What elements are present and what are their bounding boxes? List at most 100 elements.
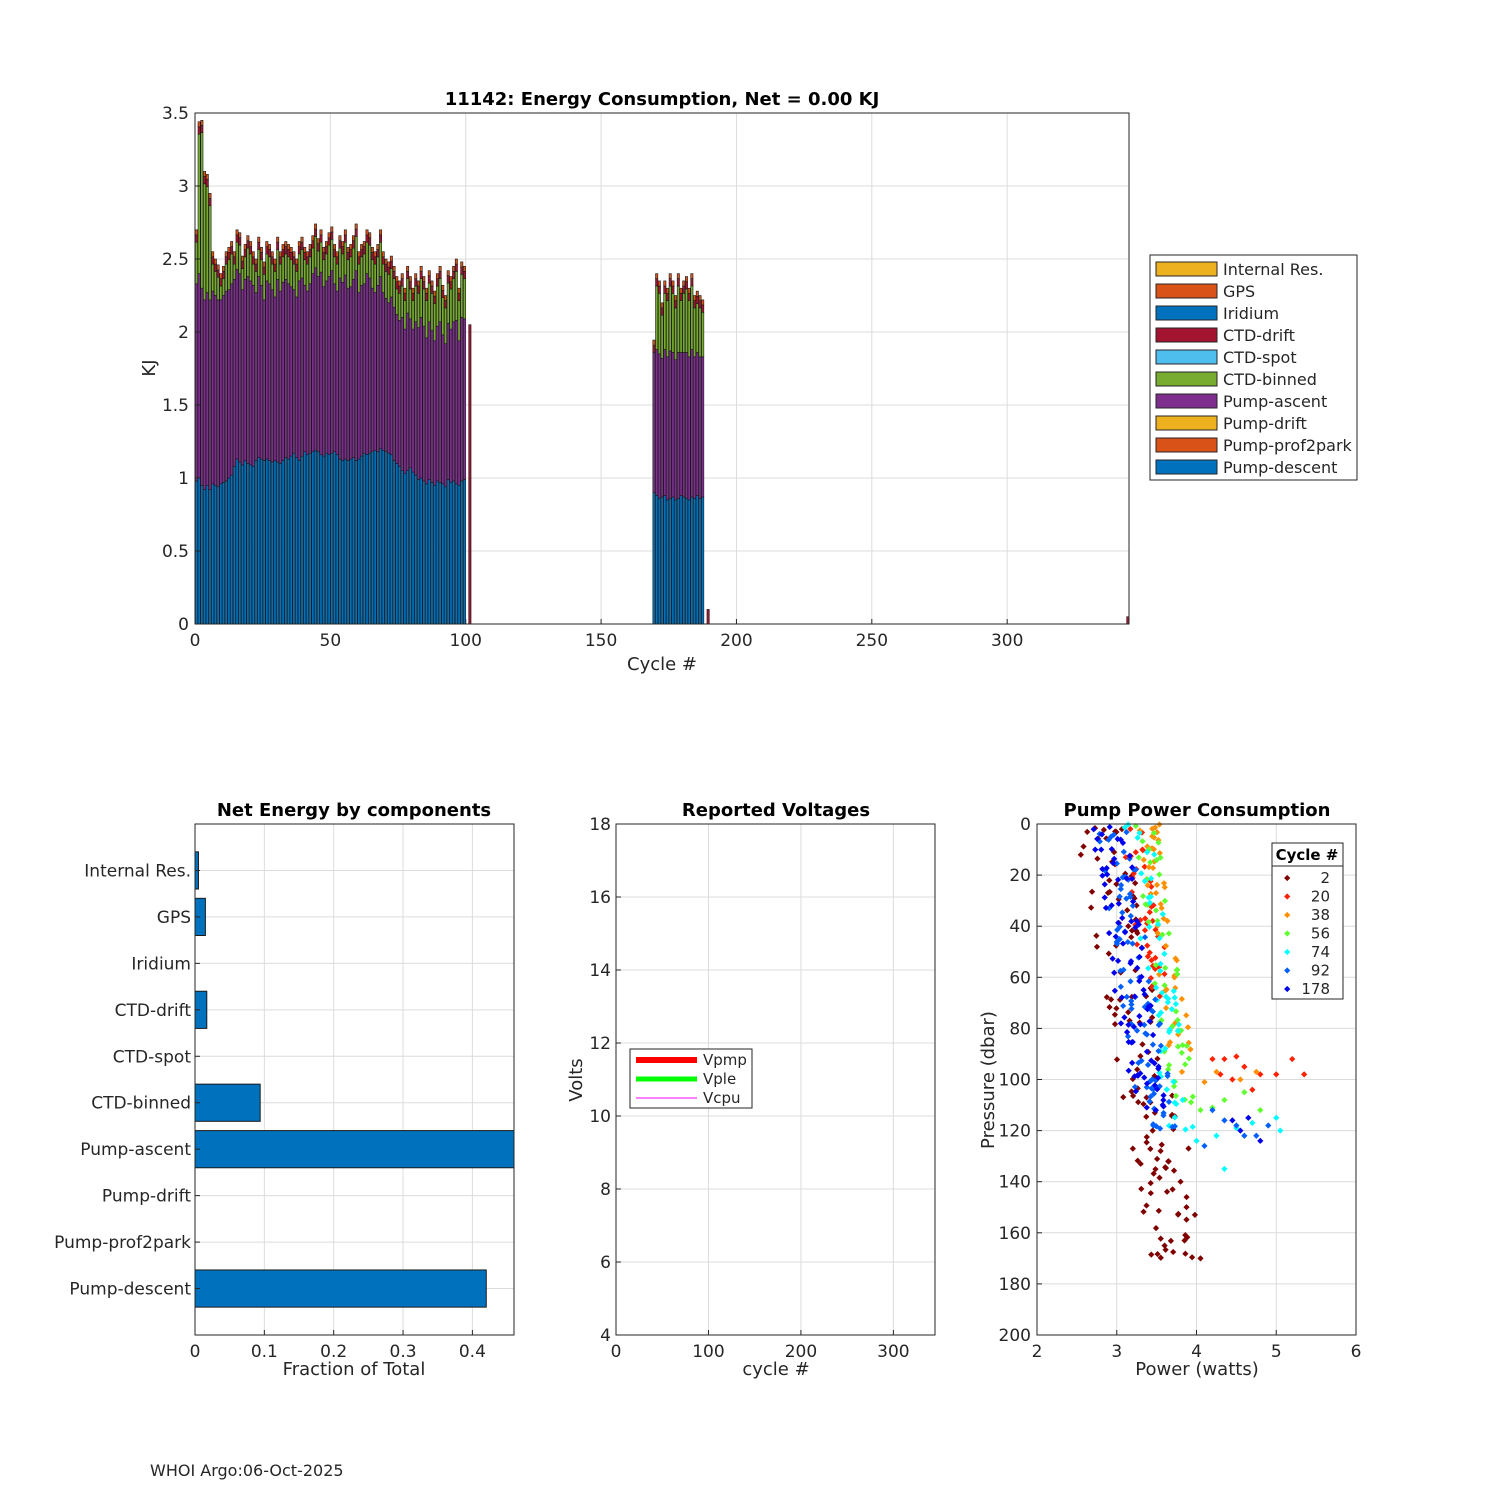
pump-data-point: [1159, 910, 1166, 918]
bar-pump-ascent: [685, 352, 688, 499]
bar-pump-ascent: [222, 295, 225, 483]
pump-data-point: [1135, 1059, 1142, 1066]
pump-data-point: [1217, 1071, 1224, 1078]
bar-pump-descent: [278, 463, 282, 625]
bar-gps: [668, 273, 672, 280]
pump-x-tick-label: 3: [1111, 1342, 1122, 1362]
bar-ctd-binned: [693, 307, 697, 358]
bar-ctd-drift: [433, 295, 437, 304]
bar-ctd-binned: [430, 293, 434, 331]
footer-credit: WHOI Argo:06-Oct-2025: [150, 1461, 344, 1480]
bar-gps: [232, 251, 236, 258]
bar-gps: [373, 251, 377, 258]
pump-data-point: [1157, 1042, 1165, 1049]
components-category-label: Pump-ascent: [80, 1140, 191, 1160]
pump-data-point: [1151, 851, 1158, 858]
bar-ctd-drift: [370, 252, 374, 261]
bar-gps: [197, 121, 201, 128]
pump-data-point: [1162, 942, 1170, 950]
pump-legend-label: 56: [1311, 925, 1330, 943]
components-category-label: Pump-prof2park: [54, 1233, 191, 1253]
pump-data-point: [1123, 1029, 1131, 1036]
bar-pump-descent: [373, 449, 377, 625]
pump-data-point: [1155, 921, 1162, 928]
pump-data-point: [1187, 1099, 1195, 1106]
bar-pump-descent: [392, 460, 396, 625]
pump-y-tick-label: 180: [999, 1275, 1031, 1295]
pump-data-point: [1157, 967, 1164, 975]
pump-data-point: [1117, 983, 1124, 990]
pump-x-tick-label: 4: [1191, 1342, 1202, 1362]
bar-ctd-binned: [463, 278, 466, 320]
bar-pump-descent: [254, 460, 258, 625]
pump-data-point: [1172, 1008, 1180, 1015]
bar-pump-ascent: [682, 352, 686, 498]
bar-pump-descent: [297, 460, 301, 625]
bar-ctd-drift: [360, 249, 364, 258]
bar-gps: [384, 258, 388, 265]
bar-pump-descent: [446, 479, 450, 625]
bar-pump-ascent: [203, 299, 207, 490]
bar-pump-ascent: [381, 292, 385, 451]
bar-ctd-drift: [416, 285, 420, 294]
bar-gps: [441, 284, 445, 291]
bar-pump-ascent: [224, 290, 228, 482]
bar-gps: [205, 174, 209, 180]
bar-pump-descent: [693, 498, 697, 625]
bar-gps: [292, 251, 296, 258]
pump-data-point: [1157, 1254, 1164, 1261]
bar-pump-ascent: [408, 318, 412, 469]
pump-data-point: [1172, 955, 1179, 962]
pump-data-point: [1169, 1123, 1176, 1131]
pump-data-point: [1090, 826, 1097, 833]
bar-gps: [251, 251, 255, 258]
pump-data-point: [1233, 1053, 1240, 1060]
pump-data-point: [1164, 1072, 1171, 1080]
bar-gps: [259, 247, 263, 253]
bar-pump-ascent: [216, 299, 220, 488]
bar-gps: [227, 247, 231, 253]
bar-ctd-binned: [222, 278, 225, 296]
pump-data-point: [1144, 882, 1151, 889]
bar-pump-ascent: [333, 283, 336, 453]
bar-gps: [243, 244, 247, 250]
bar-gps: [460, 261, 464, 268]
bar-pump-ascent: [322, 286, 326, 457]
bar-ctd-drift: [354, 228, 358, 237]
bar-pump-ascent: [316, 276, 320, 453]
bar-ctd-binned: [197, 133, 201, 274]
pump-data-point: [1152, 1225, 1160, 1232]
pump-data-point: [1132, 1088, 1139, 1095]
pump-data-point: [1289, 1055, 1296, 1063]
pump-data-point: [1126, 890, 1134, 898]
bar-pump-ascent: [335, 290, 339, 455]
pump-data-point: [1139, 1041, 1146, 1048]
bar-ctd-binned: [425, 300, 429, 339]
bar-ctd-drift: [389, 260, 393, 269]
bar-ctd-drift: [685, 281, 688, 290]
bar-ctd-drift: [660, 307, 664, 316]
bar-gps: [438, 265, 442, 272]
bar-ctd-binned: [414, 285, 418, 323]
pump-data-point: [1120, 1002, 1127, 1010]
bar-ctd-binned: [449, 288, 453, 330]
pump-data-point: [1113, 860, 1120, 867]
pump-data-point: [1142, 915, 1149, 922]
pump-data-point: [1129, 898, 1137, 905]
bar-gps: [685, 276, 688, 282]
pump-data-point: [1150, 1170, 1157, 1177]
bar-pump-descent: [400, 470, 404, 625]
bar-ctd-drift: [676, 278, 680, 287]
bar-pump-ascent: [208, 299, 212, 490]
bar-pump-ascent: [278, 290, 282, 464]
pump-data-point: [1144, 942, 1151, 949]
energy-x-tick-label: 150: [585, 631, 617, 651]
pump-data-point: [1170, 1248, 1177, 1256]
bar-gps: [322, 247, 326, 253]
bar-pump-descent: [449, 482, 453, 625]
bar-pump-descent: [682, 496, 686, 625]
pump-data-point: [1301, 1071, 1308, 1078]
bar-pump-ascent: [454, 320, 458, 485]
bar-ctd-binned: [389, 268, 393, 298]
pump-data-point: [1170, 1167, 1178, 1174]
